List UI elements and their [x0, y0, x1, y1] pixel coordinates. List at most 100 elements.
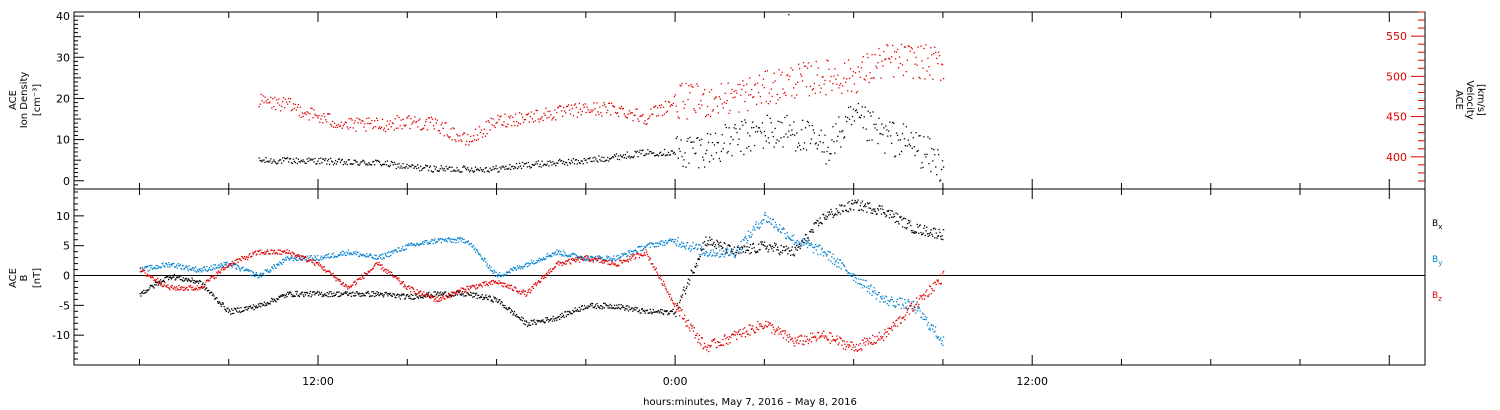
- bottom-data-point: [300, 259, 302, 261]
- top-data-point: [915, 132, 917, 134]
- bottom-data-point: [658, 243, 660, 245]
- top-data-point: [922, 166, 924, 169]
- top-data-point: [353, 122, 355, 124]
- bottom-data-point: [799, 340, 801, 342]
- bottom-data-point: [783, 246, 785, 248]
- bottom-data-point: [610, 264, 612, 266]
- bottom-data-point: [681, 317, 684, 320]
- bottom-data-point: [622, 253, 624, 255]
- top-data-point: [431, 118, 434, 120]
- bottom-data-point: [362, 294, 364, 297]
- top-data-point: [757, 91, 760, 94]
- bottom-data-point: [331, 273, 333, 275]
- bottom-data-point: [202, 269, 204, 272]
- top-data-point: [273, 159, 275, 161]
- top-data-point: [625, 116, 627, 118]
- bottom-data-point: [773, 246, 775, 249]
- top-data-point: [637, 156, 639, 158]
- top-data-point: [793, 121, 795, 123]
- bottom-data-point: [865, 205, 867, 208]
- bottom-data-point: [198, 269, 200, 271]
- bottom-data-point: [405, 287, 407, 289]
- bottom-data-point: [347, 288, 349, 290]
- bottom-data-point: [139, 293, 141, 295]
- top-data-point: [784, 116, 786, 119]
- bottom-data-point: [338, 291, 340, 293]
- bottom-data-point: [382, 257, 385, 259]
- top-data-point: [497, 114, 499, 117]
- bottom-data-point: [926, 317, 928, 319]
- top-data-point: [827, 146, 829, 148]
- top-data-point: [629, 157, 631, 159]
- bottom-data-point: [288, 250, 290, 252]
- bottom-data-point: [527, 324, 529, 326]
- bottom-data-point: [648, 312, 650, 314]
- bottom-data-point: [683, 318, 685, 320]
- bottom-data-point: [747, 249, 749, 251]
- bottom-data-point: [161, 285, 163, 287]
- bottom-data-point: [709, 251, 711, 254]
- bottom-data-point: [793, 255, 796, 257]
- top-data-point: [878, 117, 880, 119]
- bottom-data-point: [929, 285, 932, 288]
- bottom-data-point: [534, 262, 536, 264]
- top-data-point: [936, 57, 938, 59]
- top-data-point: [750, 150, 752, 152]
- bottom-data-point: [437, 300, 439, 302]
- bottom-data-point: [168, 287, 170, 290]
- bottom-data-point: [459, 293, 461, 295]
- top-data-point: [313, 161, 315, 163]
- bottom-data-point: [293, 295, 295, 298]
- bottom-data-point: [214, 268, 216, 270]
- bottom-data-point: [325, 295, 327, 297]
- bottom-data-point: [260, 249, 262, 251]
- bottom-data-point: [899, 216, 902, 219]
- bottom-data-point: [942, 238, 944, 241]
- bottom-data-point: [792, 239, 794, 241]
- bottom-data-point: [189, 268, 191, 271]
- bottom-data-point: [158, 266, 160, 268]
- bottom-data-point: [262, 304, 264, 307]
- bottom-data-point: [194, 282, 196, 284]
- bottom-data-point: [594, 258, 596, 260]
- top-data-point: [326, 163, 328, 165]
- bottom-data-point: [315, 292, 317, 294]
- bottom-data-point: [809, 231, 812, 233]
- bottom-data-point: [162, 285, 165, 288]
- bottom-data-point: [532, 323, 534, 325]
- bottom-data-point: [453, 291, 456, 294]
- top-data-point: [896, 48, 899, 51]
- bottom-data-point: [570, 313, 572, 315]
- bottom-data-point: [301, 259, 304, 261]
- bottom-data-point: [243, 269, 245, 272]
- top-data-point: [587, 157, 589, 160]
- bottom-data-point: [568, 258, 570, 260]
- top-data-point: [598, 113, 600, 116]
- top-data-point: [507, 123, 509, 125]
- bottom-data-point: [263, 273, 265, 275]
- top-data-point: [883, 51, 885, 53]
- top-data-point: [466, 169, 468, 171]
- bottom-data-point: [442, 238, 445, 241]
- bottom-data-point: [326, 292, 328, 294]
- bottom-data-point: [271, 299, 274, 301]
- bottom-tick-label: -10: [52, 329, 70, 342]
- bottom-data-point: [679, 243, 681, 245]
- bottom-data-point: [690, 275, 692, 277]
- top-data-point: [634, 150, 636, 152]
- bottom-data-point: [855, 349, 857, 351]
- top-data-point: [471, 140, 473, 143]
- bottom-data-point: [851, 341, 853, 344]
- bottom-data-point: [883, 212, 885, 214]
- bottom-data-point: [620, 303, 622, 306]
- bottom-data-point: [443, 298, 445, 300]
- bottom-data-point: [297, 259, 299, 261]
- top-data-point: [609, 158, 611, 160]
- bottom-data-point: [779, 254, 781, 256]
- bottom-data-point: [794, 246, 796, 248]
- bottom-data-point: [708, 244, 710, 246]
- top-data-point: [833, 141, 835, 143]
- bottom-data-point: [662, 313, 665, 316]
- bottom-data-point: [804, 335, 806, 337]
- bottom-data-point: [752, 243, 754, 245]
